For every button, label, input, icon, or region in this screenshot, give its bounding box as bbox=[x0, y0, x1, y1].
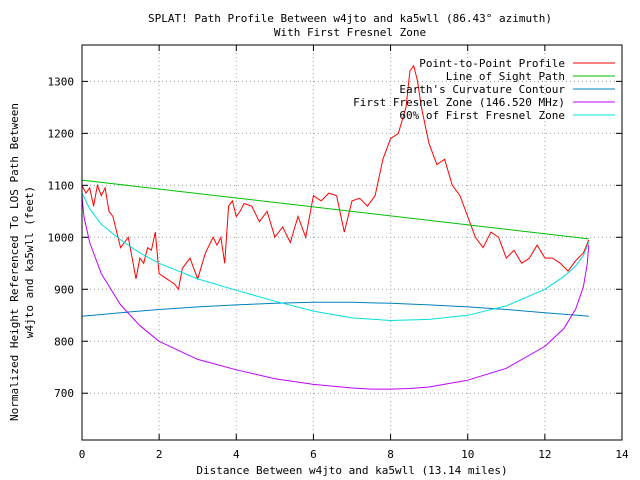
x-tick-label: 4 bbox=[233, 448, 240, 461]
legend-label: Line of Sight Path bbox=[446, 70, 565, 83]
plot-frame bbox=[81, 44, 623, 441]
axis-ticks: 0 2 4 6 8 10 12 14 700 800 900 1000 1100 1200 1300 bbox=[48, 45, 629, 461]
x-tick-label: 0 bbox=[79, 448, 86, 461]
legend-label: Earth's Curvature Contour bbox=[399, 83, 565, 96]
x-tick-label: 6 bbox=[310, 448, 317, 461]
x-tick-label: 14 bbox=[615, 448, 629, 461]
y-tick-label: 1100 bbox=[48, 179, 75, 192]
series-line-3 bbox=[81, 195, 590, 390]
series-lines bbox=[81, 64, 590, 390]
y-tick-label: 700 bbox=[54, 387, 74, 400]
legend-label: First Fresnel Zone (146.520 MHz) bbox=[353, 96, 565, 109]
series-line-1 bbox=[81, 179, 589, 240]
x-tick-label: 8 bbox=[387, 448, 394, 461]
y-tick-label: 800 bbox=[54, 335, 74, 348]
series-line-2 bbox=[81, 301, 589, 317]
legend-label: Point-to-Point Profile bbox=[419, 57, 565, 70]
x-axis-label: Distance Between w4jto and ka5wll (13.14… bbox=[196, 464, 507, 477]
x-tick-label: 10 bbox=[461, 448, 474, 461]
chart-title-line2: With First Fresnel Zone bbox=[274, 26, 426, 39]
x-tick-label: 12 bbox=[538, 448, 551, 461]
chart-title-line1: SPLAT! Path Profile Between w4jto and ka… bbox=[148, 12, 552, 25]
y-axis-label-line1: Normalized Height Referenced To LOS Path… bbox=[8, 103, 21, 421]
x-tick-label: 2 bbox=[156, 448, 163, 461]
y-tick-label: 900 bbox=[54, 283, 74, 296]
legend-label: 60% of First Fresnel Zone bbox=[399, 109, 565, 122]
series-line-4 bbox=[81, 192, 590, 322]
y-axis-label-line2: w4jto and ka5wll (feet) bbox=[23, 186, 36, 338]
y-tick-label: 1200 bbox=[48, 127, 75, 140]
y-tick-label: 1300 bbox=[48, 75, 75, 88]
y-tick-label: 1000 bbox=[48, 231, 75, 244]
